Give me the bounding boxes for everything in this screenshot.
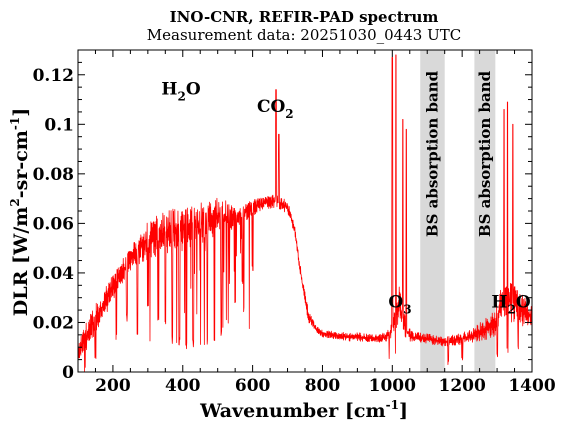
y-tick-label-3: 0.06 xyxy=(33,214,74,234)
annotation-1-base: CO xyxy=(257,97,286,117)
x-axis-label: Wavenumber [cm-1] xyxy=(199,398,408,422)
y-axis-label-sup1: 2 xyxy=(8,198,22,206)
x-tick-label-5: 1200 xyxy=(438,376,485,396)
y-axis-label-a: DLR [W/m xyxy=(10,207,32,317)
annotation-3-rest: O xyxy=(516,293,531,313)
x-axis-label-end: ] xyxy=(399,400,408,422)
annotation-0-sub: 2 xyxy=(177,90,185,104)
annotation-3-base: H xyxy=(491,293,507,313)
y-tick-label-5: 0.1 xyxy=(44,115,74,135)
annotation-3-sub: 2 xyxy=(507,303,515,317)
annotation-0: H2O xyxy=(161,80,200,104)
annotation-1-sub: 2 xyxy=(285,107,293,121)
y-tick-label-6: 0.12 xyxy=(33,66,74,86)
x-axis-label-main: Wavenumber [cm xyxy=(199,400,386,422)
x-tick-label-2: 600 xyxy=(235,376,271,396)
annotation-2-sub: 3 xyxy=(403,303,411,317)
x-tick-label-6: 1400 xyxy=(508,376,555,396)
spectrum-line-group xyxy=(77,54,533,372)
x-axis-label-sup: -1 xyxy=(386,398,399,412)
bands-layer: BS absorption band BS absorption band xyxy=(420,50,496,372)
absorption-band-label-0: BS absorption band xyxy=(423,70,441,237)
y-axis-ticks: 0 0.02 0.04 0.06 0.08 0.1 0.12 xyxy=(33,61,532,383)
absorption-band-0 xyxy=(420,50,445,372)
y-tick-label-0: 0 xyxy=(62,363,74,383)
absorption-band-1 xyxy=(474,50,496,372)
x-axis-ticks: 200 400 600 800 1000 1200 1400 xyxy=(77,50,556,396)
chart-title: INO-CNR, REFIR-PAD spectrum xyxy=(170,8,439,26)
y-axis-label-sup2: -1 xyxy=(8,117,22,130)
x-tick-label-4: 1000 xyxy=(369,376,416,396)
plot-frame xyxy=(77,49,533,373)
x-tick-label-3: 800 xyxy=(305,376,341,396)
annotation-1: CO2 xyxy=(257,97,294,121)
absorption-band-label-1: BS absorption band xyxy=(476,70,494,237)
y-axis-label-b: -sr-cm xyxy=(10,130,32,198)
spectrum-line xyxy=(77,54,533,372)
y-tick-label-1: 0.02 xyxy=(33,313,74,333)
annotation-2-base: O xyxy=(388,293,403,313)
y-tick-label-4: 0.08 xyxy=(33,165,74,185)
y-axis-label-c: ] xyxy=(10,108,32,117)
chart-subtitle: Measurement data: 20251030_0443 UTC xyxy=(147,26,461,44)
x-tick-label-0: 200 xyxy=(95,376,131,396)
y-tick-label-2: 0.04 xyxy=(33,264,75,284)
x-tick-label-1: 400 xyxy=(165,376,201,396)
annotation-3: H2O xyxy=(491,293,530,317)
annotation-0-base: H xyxy=(161,80,177,100)
annotation-0-rest: O xyxy=(186,80,201,100)
y-axis-label: DLR [W/m2-sr-cm-1] xyxy=(8,108,32,316)
annotation-2: O3 xyxy=(388,293,411,317)
